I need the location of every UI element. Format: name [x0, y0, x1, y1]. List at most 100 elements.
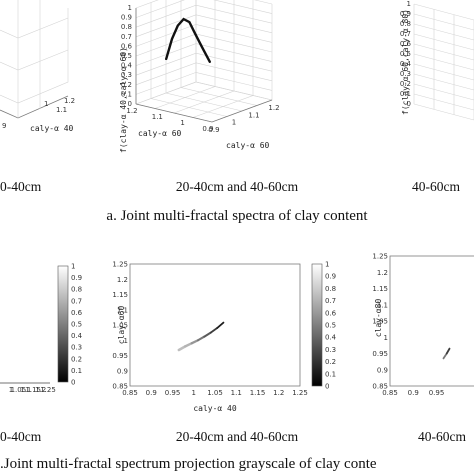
- a3-ztick: 1: [407, 0, 411, 8]
- a2-ytick: 0.9: [208, 126, 219, 134]
- a2-gridline: [135, 52, 273, 76]
- a3-ztick: 0.9: [400, 10, 411, 18]
- b2-ytick: 0.85: [112, 383, 128, 391]
- b2-xtick: 1: [192, 389, 196, 397]
- a3-gridline: [413, 43, 474, 61]
- colorbar-tick: 0: [71, 379, 75, 387]
- a3-gridline: [413, 63, 474, 81]
- a3-gridline: [413, 3, 474, 21]
- colorbar-tick: 0.4: [325, 334, 337, 342]
- a3-gridline: [413, 53, 474, 71]
- a1-caption: 0-40cm: [0, 179, 42, 194]
- a1-grid-2: [0, 49, 69, 71]
- a2-floor-edge: [135, 99, 273, 123]
- b2-ytick: 0.95: [112, 352, 128, 360]
- colorbar-tick: 0.3: [71, 344, 82, 352]
- a2-spectrum-curve: [165, 17, 211, 63]
- a2-xlabel: caly-α 60: [138, 129, 182, 138]
- colorbar-tick: 0.5: [71, 321, 82, 329]
- b3-ytick: 0.85: [372, 383, 388, 391]
- b2-xtick: 1.05: [207, 389, 223, 397]
- colorbar-tick: 0.3: [325, 346, 336, 354]
- b2-xtick: 0.95: [165, 389, 181, 397]
- title-a: a. Joint multi-fractal spectra of clay c…: [106, 208, 368, 224]
- b2-ytick: 1.1: [117, 306, 128, 314]
- a3-z-ticks: 1 0.9 0.8 0.7 0.6 0.5 0.4 0.3 0.2 0.1 0: [400, 0, 412, 108]
- a2-x-ticks: 1.2 1.1 1 0.9: [126, 107, 213, 133]
- b2-xtick: 0.85: [122, 389, 138, 397]
- a1-xlabel: caly-α 40: [30, 124, 74, 133]
- b1-colorbar: [57, 265, 69, 383]
- colorbar-tick: 0.1: [325, 370, 336, 378]
- a2-ztick: 0.4: [121, 62, 133, 70]
- a2-ylabel: caly-α 60: [226, 141, 270, 150]
- b3-projection-segment: [445, 347, 451, 355]
- b3-ytick: 1.25: [372, 253, 388, 261]
- a2-ytick: 1.1: [248, 111, 259, 119]
- a2-ztick: 0: [128, 100, 132, 108]
- b1-caption: 0-40cm: [0, 429, 42, 444]
- b2-colorbar-ticks: 1 0.9 0.8 0.7 0.6 0.5 0.4 0.3 0.2 0.1 0: [325, 261, 337, 391]
- a3-ztick: 0.3: [400, 70, 411, 78]
- b2-x-ticks: 0.85 0.9 0.95 1 1.05 1.1 1.15 1.2 1.25: [122, 389, 308, 397]
- a3-gridline: [413, 83, 474, 101]
- a3-caption: 40-60cm: [412, 179, 460, 194]
- b1-x-ticks: 11.051.11.151.21.25: [9, 386, 56, 394]
- b3-ytick: 1: [384, 334, 388, 342]
- b2-ylabel: clay-α60: [117, 306, 126, 345]
- a1-xtick: 1: [44, 100, 48, 108]
- a1-grid-3: [0, 17, 69, 39]
- colorbar-tick: 0.2: [71, 355, 82, 363]
- panel-a2: 10.90.80.70.60.50.40.30.20.10 f(clay-α 4…: [119, 0, 299, 194]
- a1-grid: [0, 8, 69, 104]
- b3-y-ticks: 1.25 1.2 1.15 1.1 1.05 1 0.95 0.9 0.85: [372, 253, 388, 391]
- colorbar-tick: 0: [325, 383, 329, 391]
- a2-gridline: [135, 14, 273, 38]
- a3-ztick: 0.8: [400, 20, 411, 28]
- b3-ytick: 1.1: [377, 301, 388, 309]
- a2-gridline: [135, 43, 273, 66]
- a1-xtick: 1.2: [64, 97, 75, 105]
- a2-z-ticks: 1 0.90.8 0.70.6 0.5 0.40.3 0.20.1 0: [121, 4, 133, 108]
- a2-ytick: 1.2: [268, 104, 279, 112]
- b2-y-ticks: 1.25 1.2 1.15 1.1 1.05 1 0.95 0.9 0.85: [112, 261, 128, 391]
- a2-gridline: [135, 8, 213, 123]
- a2-gridline: [211, 4, 273, 123]
- b3-ytick: 1.05: [372, 318, 388, 326]
- colorbar-tick: 0.9: [71, 274, 82, 282]
- b1-xtick: 1.05: [11, 386, 27, 394]
- a3-ztick: 0.5: [400, 50, 411, 58]
- a1-xtick: 1.1: [56, 106, 67, 114]
- a2-zlabel: f(clay-α 40,caly-α 60): [119, 47, 128, 153]
- b3-x-ticks: 0.85 0.9 0.95: [382, 389, 444, 397]
- b2-xtick: 0.9: [146, 389, 157, 397]
- a3-gridline: [413, 23, 474, 41]
- a2-gridline: [135, 0, 273, 9]
- b3-ylabel: clay-α80: [374, 299, 383, 338]
- a2-ztick: 0.3: [121, 71, 132, 79]
- a2-ytick: 1: [232, 119, 236, 127]
- b2-ytick: 0.9: [117, 367, 128, 375]
- b3-ytick: 1.2: [377, 269, 388, 277]
- b2-ytick: 1.2: [117, 276, 128, 284]
- a1-xtick: 9: [2, 122, 6, 130]
- a2-ztick: 0.2: [121, 81, 132, 89]
- b1-colorbar-ticks: 1 0.9 0.8 0.7 0.6 0.5 0.4 0.3 0.2 0.1 0: [71, 263, 83, 387]
- b2-projection-points: [177, 321, 225, 352]
- a2-xtick: 0.9: [202, 125, 213, 133]
- a2-xtick: 1: [180, 119, 184, 127]
- a2-ztick: 0.1: [121, 90, 132, 98]
- a3-zlabel: f(clay-α 60,caly-α 80): [401, 9, 410, 115]
- b2-projection-segment: [196, 335, 206, 342]
- a2-y-ticks: 0.9 1 1.1 1.2: [208, 104, 279, 134]
- b2-projection-segment: [209, 327, 219, 334]
- colorbar-tick: 0.2: [325, 358, 336, 366]
- a3-ztick: 0.6: [400, 40, 412, 48]
- a2-gridline: [135, 72, 273, 95]
- b2-projection-segment: [190, 339, 200, 345]
- colorbar-tick: 0.4: [71, 332, 83, 340]
- a2-grid: [135, 0, 273, 123]
- panel-b1: 10.90.80.70.60.50.40.30.20.10 11.051.11.…: [0, 263, 83, 444]
- a2-xtick: 1.1: [152, 113, 163, 121]
- title-b: .Joint multi-fractal spectrum projection…: [0, 456, 377, 472]
